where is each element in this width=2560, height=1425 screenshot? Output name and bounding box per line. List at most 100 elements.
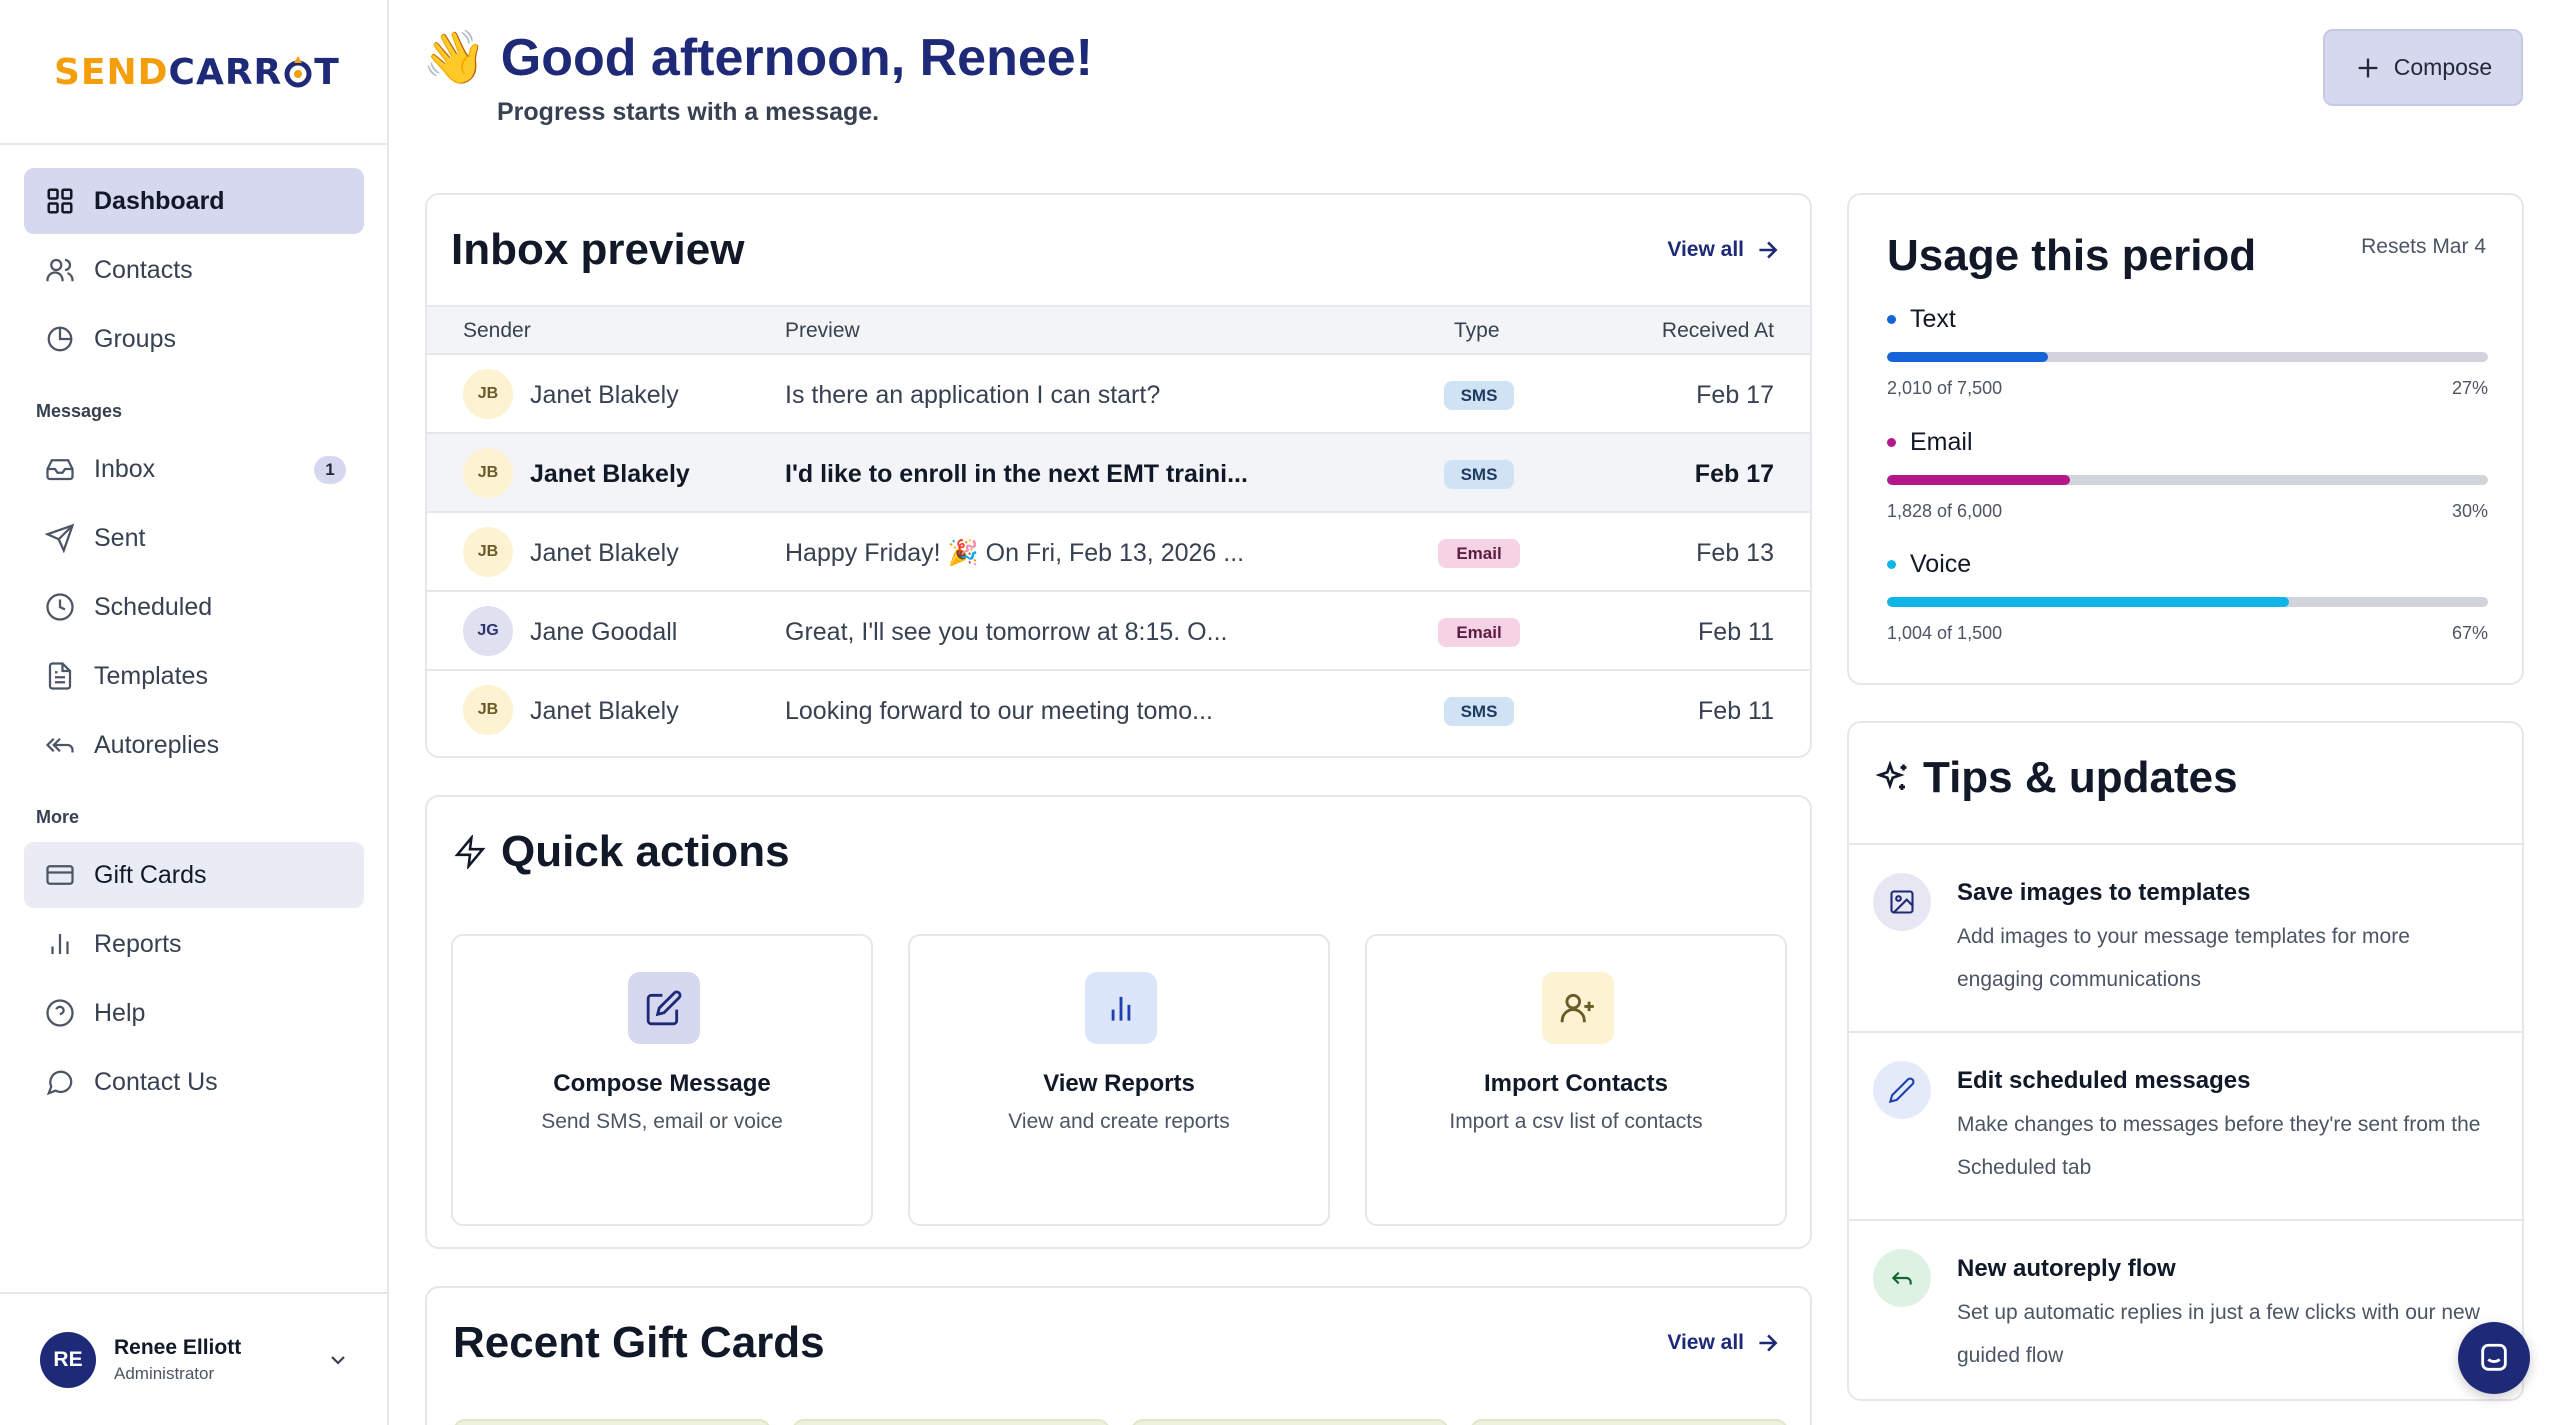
quick-action-name: View Reports	[1043, 1070, 1195, 1097]
inbox-icon	[42, 451, 78, 487]
gift-card-thumbnail[interactable]	[1470, 1419, 1788, 1425]
sidebar-item-gift-cards[interactable]: Gift Cards	[24, 842, 364, 908]
table-row[interactable]: JG Jane Goodall Great, I'll see you tomo…	[427, 592, 1810, 671]
sidebar-item-groups[interactable]: Groups	[24, 306, 364, 372]
sidebar-item-label: Contacts	[94, 255, 193, 284]
user-name: Renee Elliott	[114, 1336, 242, 1359]
row-sender: Janet Blakely	[530, 539, 679, 567]
table-row[interactable]: JB Janet Blakely I'd like to enroll in t…	[427, 434, 1810, 513]
image-icon	[1873, 873, 1931, 931]
row-date: Feb 11	[1698, 618, 1774, 646]
sidebar-item-reports[interactable]: Reports	[24, 911, 364, 977]
sidebar-item-help[interactable]: Help	[24, 980, 364, 1046]
quick-actions-title: Quick actions	[501, 827, 790, 876]
quick-actions-card: Quick actions Compose Message Send SMS, …	[425, 795, 1812, 1249]
plus-icon	[2354, 54, 2382, 82]
gift-card-thumbnail[interactable]	[1131, 1419, 1449, 1425]
tip-name: New autoreply flow	[1957, 1255, 2176, 1282]
quick-action-desc: View and create reports	[1008, 1110, 1230, 1133]
tip-item[interactable]: Edit scheduled messages Make changes to …	[1849, 1031, 2522, 1219]
sidebar-item-label: Sent	[94, 523, 146, 552]
sidebar-item-inbox[interactable]: Inbox 1	[24, 436, 364, 502]
reply-all-icon	[42, 727, 78, 763]
row-sender: Janet Blakely	[530, 460, 690, 488]
row-sender: Janet Blakely	[530, 381, 679, 409]
view-all-label: View all	[1667, 1331, 1744, 1354]
sendcarrot-logo[interactable]: SEND CARR T	[54, 48, 340, 96]
table-row[interactable]: JB Janet Blakely Is there an application…	[427, 355, 1810, 434]
row-preview: Great, I'll see you tomorrow at 8:15. O.…	[785, 618, 1228, 646]
compose-button[interactable]: Compose	[2323, 29, 2523, 106]
quick-action-desc: Send SMS, email or voice	[541, 1110, 783, 1133]
user-role: Administrator	[114, 1364, 215, 1383]
inbox-count-badge: 1	[314, 456, 346, 484]
zap-icon	[453, 835, 487, 869]
column-sender: Sender	[463, 319, 531, 342]
clock-icon	[42, 589, 78, 625]
sidebar-user-divider	[0, 1292, 387, 1294]
pencil-icon	[1873, 1061, 1931, 1119]
avatar: RE	[40, 1332, 96, 1388]
row-date: Feb 11	[1698, 697, 1774, 725]
dot-icon	[1887, 560, 1896, 569]
progress-bar	[1887, 597, 2488, 607]
chevron-down-icon[interactable]	[326, 1348, 350, 1372]
usage-meter-text: Text 2,010 of 7,500 27%	[1887, 305, 2488, 399]
quick-action-import-contacts[interactable]: Import Contacts Import a csv list of con…	[1365, 934, 1787, 1226]
sidebar-item-autoreplies[interactable]: Autoreplies	[24, 712, 364, 778]
table-row[interactable]: JB Janet Blakely Looking forward to our …	[427, 671, 1810, 750]
tips-title: Tips & updates	[1923, 753, 2238, 802]
tip-item[interactable]: New autoreply flow Set up automatic repl…	[1849, 1219, 2522, 1399]
inbox-preview-title: Inbox preview	[451, 225, 745, 274]
sidebar-item-scheduled[interactable]: Scheduled	[24, 574, 364, 640]
sidebar-item-contact-us[interactable]: Contact Us	[24, 1049, 364, 1115]
gift-card-thumbnail[interactable]	[453, 1419, 771, 1425]
progress-bar	[1887, 352, 2488, 362]
tip-item[interactable]: Save images to templates Add images to y…	[1849, 843, 2522, 1031]
meter-percent: 27%	[2451, 378, 2488, 398]
inbox-view-all-link[interactable]: View all	[1667, 237, 1780, 263]
message-circle-icon	[42, 1064, 78, 1100]
meter-label: Text	[1910, 305, 1956, 333]
page-subtitle: Progress starts with a message.	[497, 98, 880, 126]
sidebar-item-sent[interactable]: Sent	[24, 505, 364, 571]
sidebar-item-contacts[interactable]: Contacts	[24, 237, 364, 303]
table-row[interactable]: JB Janet Blakely Happy Friday! 🎉 On Fri,…	[427, 513, 1810, 592]
usage-resets-date: Resets Mar 4	[2361, 235, 2486, 258]
pie-chart-icon	[42, 321, 78, 357]
grid-icon	[42, 183, 78, 219]
sidebar-item-label: Autoreplies	[94, 730, 220, 759]
sidebar-item-templates[interactable]: Templates	[24, 643, 364, 709]
greeting: 👋 Good afternoon, Renee!	[422, 28, 1093, 88]
dot-icon	[1887, 315, 1896, 324]
quick-action-compose-message[interactable]: Compose Message Send SMS, email or voice	[451, 934, 873, 1226]
row-date: Feb 17	[1694, 460, 1774, 488]
quick-action-name: Import Contacts	[1483, 1070, 1668, 1097]
usage-title: Usage this period	[1887, 231, 2257, 280]
sidebar-item-dashboard[interactable]: Dashboard	[24, 168, 364, 234]
gift-cards-view-all-link[interactable]: View all	[1667, 1330, 1780, 1356]
meter-percent: 30%	[2451, 501, 2488, 521]
compose-label: Compose	[2393, 54, 2493, 80]
tip-desc: Add images to your message templates for…	[1957, 925, 2410, 991]
user-menu[interactable]: RE Renee Elliott Administrator	[40, 1332, 350, 1388]
sidebar-item-label: Groups	[94, 324, 176, 353]
sidebar-item-label: Help	[94, 998, 146, 1027]
inbox-table-header: Sender Preview Type Received At	[427, 305, 1810, 355]
meter-percent: 67%	[2451, 623, 2488, 643]
type-badge: SMS	[1444, 697, 1514, 726]
logo-text-t: T	[314, 51, 340, 93]
quick-action-view-reports[interactable]: View Reports View and create reports	[908, 934, 1330, 1226]
bar-chart-icon	[42, 926, 78, 962]
logo-carrot-icon	[283, 55, 313, 89]
type-badge: Email	[1438, 539, 1520, 568]
chat-widget-button[interactable]	[2458, 1322, 2530, 1394]
dot-icon	[1887, 438, 1896, 447]
send-icon	[42, 520, 78, 556]
meter-used: 2,010 of 7,500	[1887, 378, 2003, 398]
avatar: JG	[463, 606, 513, 656]
users-icon	[42, 252, 78, 288]
row-preview: Looking forward to our meeting tomo...	[785, 697, 1214, 725]
gift-card-thumbnail[interactable]	[792, 1419, 1110, 1425]
meter-used: 1,828 of 6,000	[1887, 501, 2003, 521]
